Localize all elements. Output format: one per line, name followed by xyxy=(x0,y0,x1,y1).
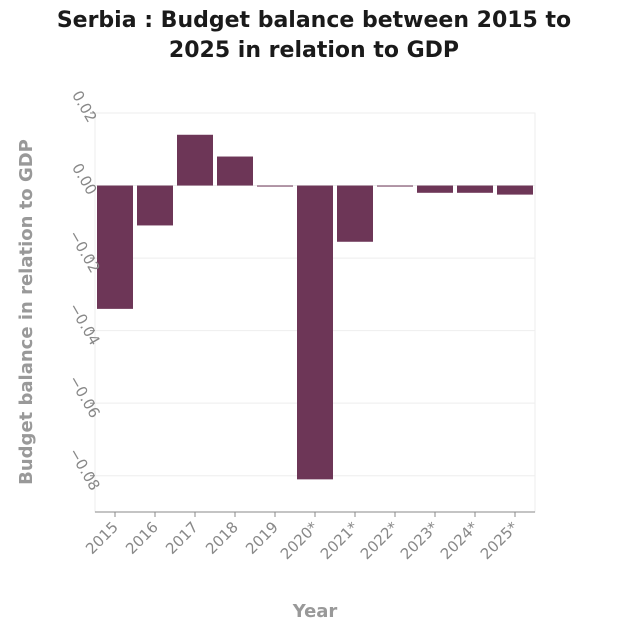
x-tick-label: 2024* xyxy=(437,518,482,563)
bar xyxy=(337,185,373,242)
x-tick-label: 2022* xyxy=(357,518,402,563)
chart-title: Serbia : Budget balance between 2015 to … xyxy=(0,6,628,66)
x-tick-label: 2015 xyxy=(82,518,122,558)
x-tick-label: 2023* xyxy=(397,518,442,563)
chart-title-line-1: Serbia : Budget balance between 2015 to xyxy=(56,8,572,33)
x-tick-label: 2019 xyxy=(242,518,282,558)
bar xyxy=(417,185,453,193)
bar xyxy=(297,185,333,480)
y-axis-label: Budget balance in relation to GDP xyxy=(16,139,37,485)
x-tick-label: 2018 xyxy=(202,518,242,558)
bar xyxy=(497,185,533,195)
bar xyxy=(217,156,253,186)
bar xyxy=(257,185,293,187)
chart-title-line-2: 2025 in relation to GDP xyxy=(168,38,460,63)
bars xyxy=(97,134,533,480)
bar xyxy=(137,185,173,226)
bar xyxy=(457,185,493,193)
x-tick-label: 2016 xyxy=(122,518,162,558)
x-axis-label: Year xyxy=(292,601,338,622)
x-ticks: 2015 2016 2017 2018 20192020*2021*2022*2023*… xyxy=(82,512,522,563)
bar xyxy=(97,185,133,309)
bar xyxy=(377,185,413,187)
x-tick-label: 2020* xyxy=(277,518,322,563)
x-tick-label: 2017 xyxy=(162,518,202,558)
x-tick-label: 2021* xyxy=(317,518,362,563)
x-tick-label: 2025* xyxy=(477,518,522,563)
bar xyxy=(177,134,213,186)
